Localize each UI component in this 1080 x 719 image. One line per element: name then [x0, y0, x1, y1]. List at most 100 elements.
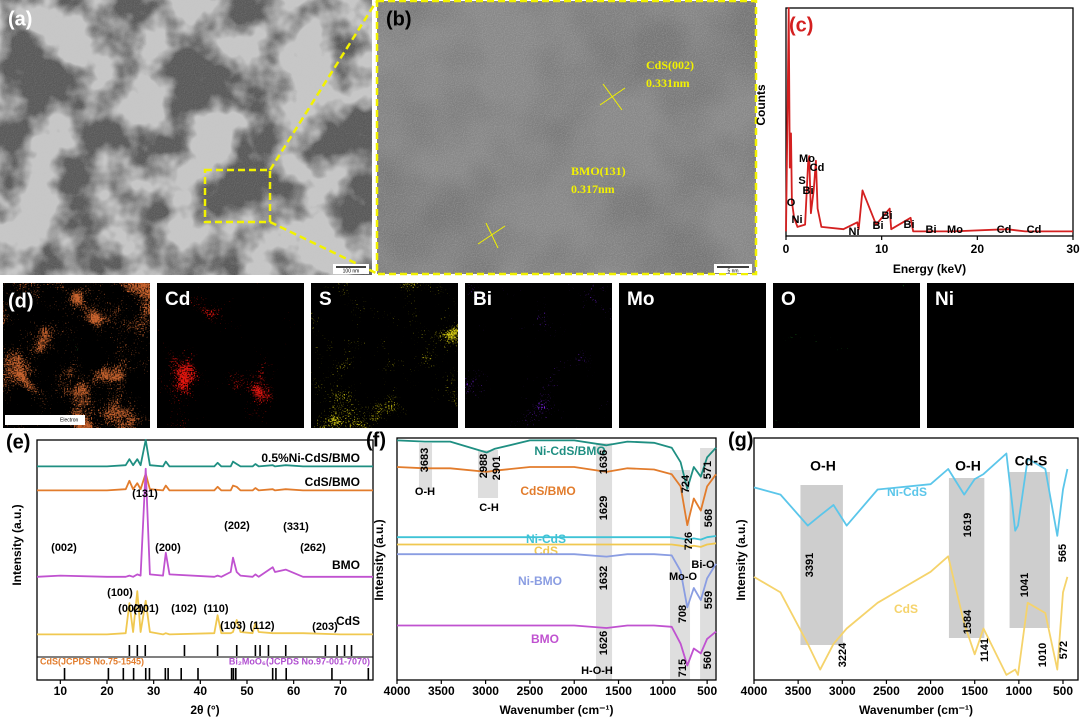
x-tick-label: 1500 — [961, 684, 988, 698]
spectrum-line — [37, 590, 373, 636]
x-tick-label: 1000 — [1005, 684, 1032, 698]
annotation: Bi — [926, 224, 937, 236]
annotation: (200) — [155, 542, 181, 554]
annotation: 572 — [1058, 641, 1070, 659]
x-tick-label: 500 — [697, 684, 717, 698]
annotation: Cd — [810, 162, 825, 174]
spectrum-line — [753, 555, 1069, 676]
annotation: 559 — [703, 591, 715, 609]
spectrum-line — [397, 542, 717, 548]
x-tick-label: 2000 — [561, 684, 588, 698]
x-tick-label: 10 — [875, 242, 889, 256]
x-tick-label: 10 — [54, 684, 68, 698]
x-tick-label: 2500 — [517, 684, 544, 698]
x-tick-label: 60 — [287, 684, 301, 698]
element-label: O — [781, 289, 796, 310]
annotation: Mo — [799, 153, 815, 165]
annotation: Cd — [997, 224, 1012, 236]
annotation: 1629 — [598, 496, 610, 520]
spectrum-line — [37, 472, 373, 492]
annotation: (331) — [283, 521, 309, 533]
x-tick-label: 50 — [240, 684, 254, 698]
scale-bar-bg — [714, 264, 752, 273]
x-axis-label: Wavenumber (cm⁻¹) — [859, 703, 973, 717]
element-label: Cd — [165, 289, 190, 310]
series-label: CdS — [336, 614, 360, 628]
element-label: S — [319, 289, 332, 310]
plot-frame — [785, 7, 1074, 237]
annotation: 715 — [677, 659, 689, 677]
x-tick-label: 20 — [100, 684, 114, 698]
annotation: (100) — [107, 587, 133, 599]
spectrum-line — [397, 553, 717, 609]
annotation: (101) — [133, 603, 159, 615]
lattice-marker — [602, 83, 623, 111]
x-tick-label: 2500 — [873, 684, 900, 698]
annotation: O-H — [415, 486, 435, 498]
series-label: BMO — [332, 558, 360, 572]
annotation: (262) — [300, 542, 326, 554]
highlight-band — [596, 443, 613, 680]
annotation: 2988 — [478, 454, 490, 478]
zoom-line — [269, 220, 377, 275]
x-tick-label: 40 — [194, 684, 208, 698]
zoom-box — [203, 168, 272, 224]
reference-label: Bi₂MoO₆(JCPDS No.97-001-7070) — [229, 656, 370, 666]
image-annotation: CdS(002) — [646, 58, 694, 72]
series-label: Ni-CdS — [887, 485, 927, 499]
x-tick-label: 3000 — [829, 684, 856, 698]
annotation: O-H — [955, 458, 981, 474]
x-tick-label: 1000 — [649, 684, 676, 698]
element-map — [465, 283, 612, 428]
annotation: Mo-O — [669, 571, 698, 583]
annotation: C-H — [479, 502, 499, 514]
series-label: Ni-BMO — [518, 574, 562, 588]
panel-label: (f) — [366, 429, 386, 451]
annotation: Bi-O — [691, 559, 715, 571]
map-legend: Electron — [60, 417, 79, 423]
x-tick-label: 3500 — [785, 684, 812, 698]
annotation: 560 — [702, 651, 714, 669]
x-axis-label: Energy (keV) — [893, 262, 966, 276]
panel-label: (e) — [6, 431, 30, 453]
annotation: 571 — [702, 461, 714, 479]
element-label: Bi — [473, 289, 492, 310]
panel-label: (d) — [8, 290, 34, 312]
series-label: CdS — [894, 602, 918, 616]
spectrum-line — [396, 466, 717, 526]
scale-bar-label: 5 nm — [727, 268, 738, 274]
x-tick-label: 2000 — [917, 684, 944, 698]
annotation: 1584 — [962, 609, 974, 634]
annotation: Cd-S — [1015, 453, 1048, 469]
series-label: CdS/BMO — [305, 475, 360, 489]
tem-grain — [0, 0, 372, 275]
annotation: 1041 — [1019, 573, 1031, 597]
annotation: H-O-H — [581, 665, 613, 677]
annotation: 1010 — [1037, 643, 1049, 667]
annotation: Ni — [792, 214, 803, 226]
image-annotation: 0.331nm — [646, 76, 690, 90]
map-legend-bg — [5, 415, 85, 425]
annotation: (002) — [118, 603, 144, 615]
annotation: 1632 — [598, 566, 610, 590]
element-label: Ni — [935, 289, 954, 310]
annotation: 3683 — [419, 448, 431, 472]
spectrum-line — [785, 7, 1073, 233]
y-axis-label: Counts — [754, 84, 768, 126]
annotation: Bi — [803, 185, 814, 197]
x-tick-label: 500 — [1053, 684, 1073, 698]
annotation: O-H — [810, 458, 836, 474]
series-label: CdS/BMO — [520, 484, 575, 498]
annotation: O — [787, 197, 796, 209]
image-annotation: BMO(131) — [571, 164, 626, 178]
x-tick-label: 4000 — [741, 684, 768, 698]
x-tick-label: 30 — [1066, 242, 1080, 256]
plot-frame — [753, 437, 1079, 681]
annotation: (102) — [171, 603, 197, 615]
x-tick-label: 70 — [334, 684, 348, 698]
annotation: 1141 — [979, 638, 991, 662]
y-axis-label: Intensity (a.u.) — [10, 504, 24, 585]
highlight-band — [477, 450, 499, 498]
annotation: 2901 — [491, 456, 503, 480]
